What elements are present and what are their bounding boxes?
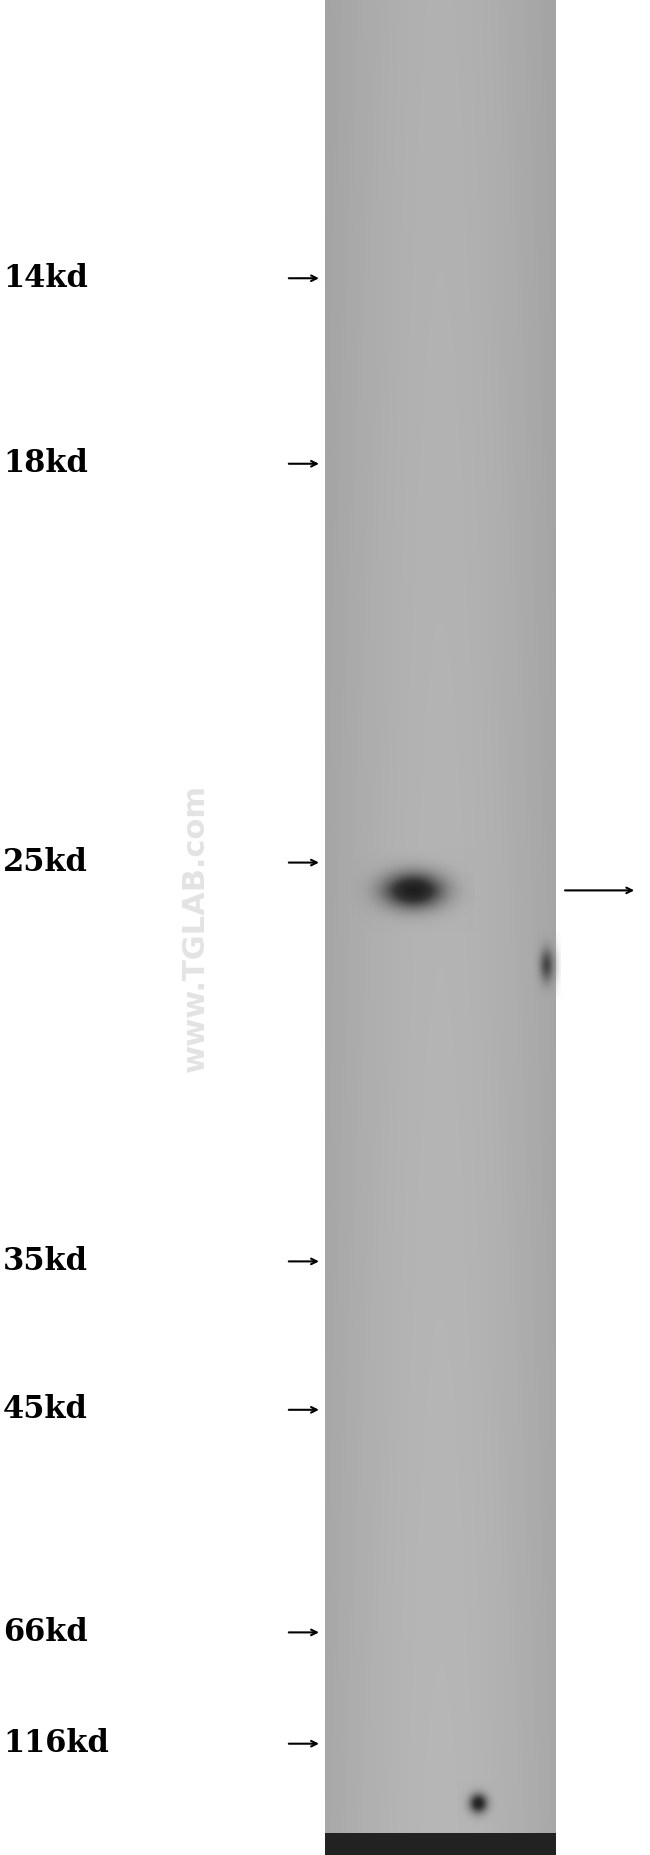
Text: 35kd: 35kd <box>3 1247 88 1276</box>
Text: www.TGLAB.com: www.TGLAB.com <box>181 783 209 1072</box>
Text: 14kd: 14kd <box>3 263 88 293</box>
Bar <box>325 1833 556 1855</box>
Text: 116kd: 116kd <box>3 1729 109 1759</box>
Text: 18kd: 18kd <box>3 449 88 479</box>
Text: 66kd: 66kd <box>3 1618 88 1647</box>
Text: 25kd: 25kd <box>3 848 88 877</box>
Text: 45kd: 45kd <box>3 1395 88 1425</box>
